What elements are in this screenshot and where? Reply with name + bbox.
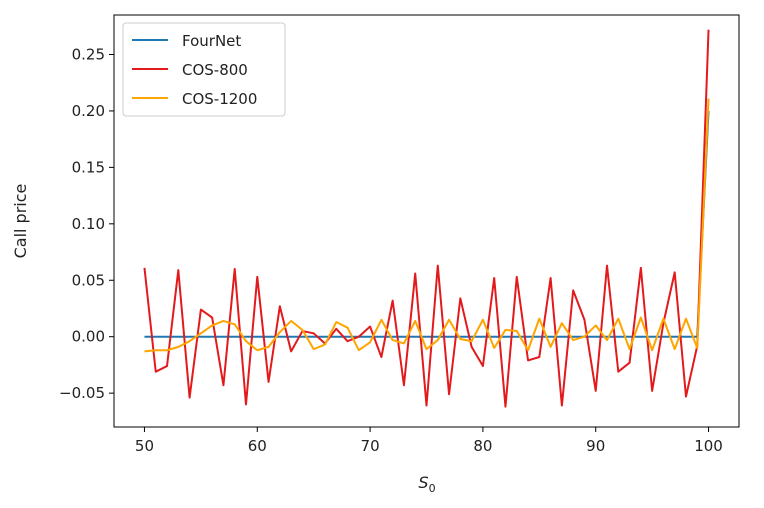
series-line-cos-800 — [143, 29, 710, 408]
legend-label-fournet: FourNet — [182, 32, 241, 50]
x-tick-label: 100 — [694, 437, 723, 455]
y-tick-label: 0.00 — [72, 328, 105, 346]
x-tick-label: 70 — [361, 437, 380, 455]
legend: FourNet COS-800 COS-1200 — [122, 22, 286, 117]
plot-frame — [113, 14, 740, 428]
x-axis-label: S0 — [418, 473, 435, 495]
legend-box — [122, 22, 286, 117]
x-tick-label: 50 — [135, 437, 154, 455]
x-tick-label: 60 — [248, 437, 267, 455]
y-tick-label: 0.20 — [72, 102, 105, 120]
series-layer — [143, 29, 710, 408]
x-tick-label: 80 — [473, 437, 492, 455]
y-tick-label: 0.25 — [72, 46, 105, 64]
x-tick-label: 90 — [586, 437, 605, 455]
y-tick-label: −0.05 — [59, 384, 105, 402]
y-tick-label: 0.10 — [72, 215, 105, 233]
y-tick-label: 0.15 — [72, 158, 105, 176]
ticks-layer: 50 60 70 80 90 100 −0.05 0.00 0.05 0.10 0.15 0.20 0.… — [59, 46, 723, 455]
x-axis-label-subscript: 0 — [429, 482, 436, 495]
legend-label-cos-800: COS-800 — [182, 61, 248, 79]
series-line-cos-1200 — [144, 98, 710, 353]
legend-label-cos-1200: COS-1200 — [182, 90, 257, 108]
y-tick-label: 0.05 — [72, 271, 105, 289]
y-axis-label: Call price — [11, 184, 30, 259]
